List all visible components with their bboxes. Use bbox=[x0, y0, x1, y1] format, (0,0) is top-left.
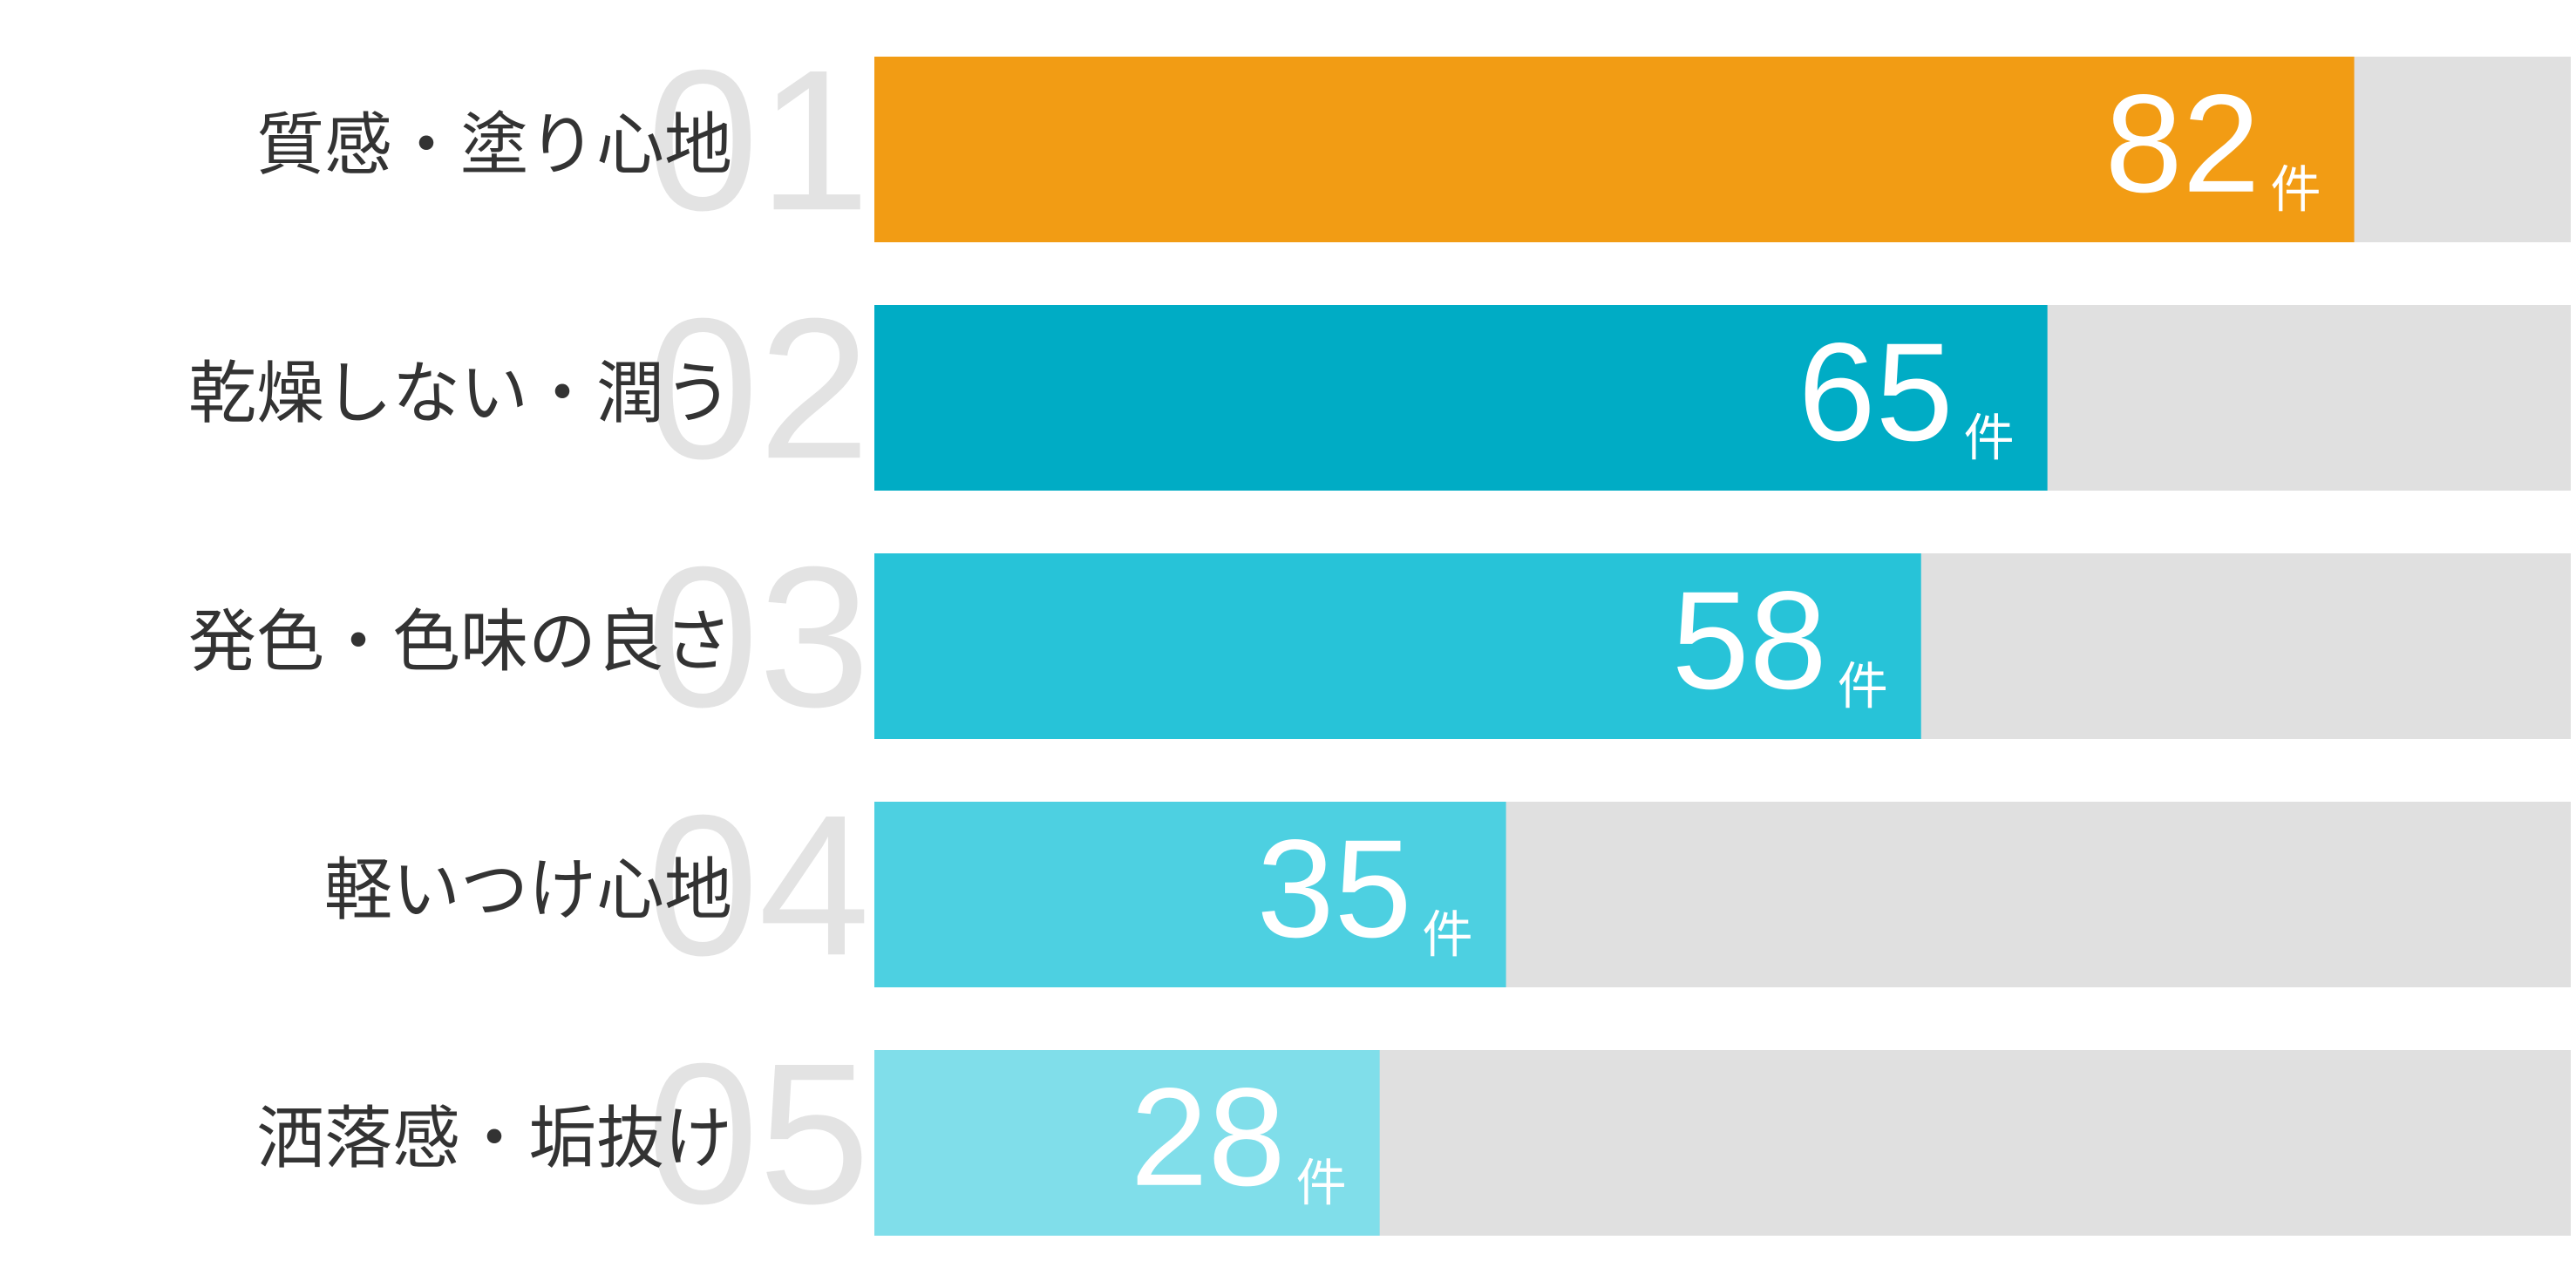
value-label: 28 bbox=[1131, 1059, 1286, 1215]
category-label: 乾燥しない・潤う bbox=[188, 355, 732, 433]
category-label: 発色・色味の良さ bbox=[188, 603, 732, 681]
value-label: 82 bbox=[2105, 65, 2260, 221]
value-unit: 件 bbox=[1423, 905, 1473, 965]
value-label: 35 bbox=[1257, 810, 1412, 966]
value-unit: 件 bbox=[1838, 657, 1888, 716]
category-label: 質感・塗り心地 bbox=[256, 106, 732, 185]
rank-number: 05 bbox=[647, 1021, 870, 1245]
category-label: 軽いつけ心地 bbox=[324, 851, 732, 930]
rank-number: 04 bbox=[647, 773, 870, 997]
bar bbox=[874, 57, 2355, 242]
value-label: 65 bbox=[1798, 314, 1954, 470]
value-unit: 件 bbox=[1296, 1154, 1347, 1213]
bar bbox=[874, 1050, 1380, 1236]
value-unit: 件 bbox=[1964, 409, 2015, 468]
rank-number: 03 bbox=[647, 525, 870, 749]
bar bbox=[874, 802, 1506, 987]
bar bbox=[874, 553, 1921, 739]
value-label: 58 bbox=[1672, 562, 1827, 718]
rank-number: 01 bbox=[647, 28, 870, 252]
bar bbox=[874, 305, 2048, 491]
value-unit: 件 bbox=[2271, 160, 2321, 220]
category-label: 洒落感・垢抜け bbox=[256, 1100, 732, 1178]
rank-number: 02 bbox=[647, 276, 870, 500]
